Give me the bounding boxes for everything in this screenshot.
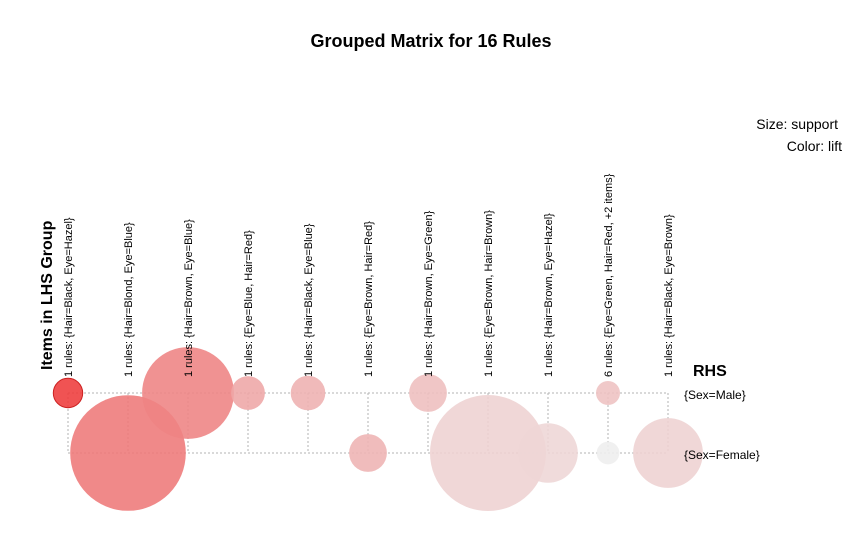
- lhs-group-label: 1 rules: {Eye=Brown, Hair=Red}: [363, 221, 375, 377]
- lhs-group-label: 6 rules: {Eye=Green, Hair=Red, +2 items}: [603, 173, 615, 377]
- lhs-group-labels: 1 rules: {Hair=Black, Eye=Hazel} 1 rules:…: [63, 173, 675, 377]
- rule-bubble: [231, 376, 265, 410]
- rhs-item-label: {Sex=Male}: [684, 388, 746, 402]
- lhs-group-label: 1 rules: {Hair=Black, Eye=Blue}: [303, 223, 315, 377]
- rule-bubble: [349, 434, 387, 472]
- rule-bubble: [430, 395, 546, 511]
- rhs-labels: {Sex=Male} {Sex=Female}: [684, 388, 760, 462]
- chart-title: Grouped Matrix for 16 Rules: [310, 31, 551, 51]
- rule-bubble: [518, 423, 578, 483]
- lhs-group-label: 1 rules: {Hair=Brown, Eye=Blue}: [183, 219, 195, 377]
- rhs-axis-label: RHS: [693, 363, 727, 380]
- legend-color-text: Color: lift: [787, 138, 842, 154]
- rhs-item-label: {Sex=Female}: [684, 448, 760, 462]
- rule-bubble: [142, 347, 234, 439]
- lhs-group-label: 1 rules: {Hair=Brown, Eye=Hazel}: [543, 213, 555, 377]
- lhs-group-label: 1 rules: {Eye=Brown, Hair=Brown}: [483, 210, 495, 377]
- rule-bubble: [52, 377, 84, 409]
- lhs-group-label: 1 rules: {Hair=Black, Eye=Brown}: [663, 214, 675, 377]
- rule-bubble: [633, 418, 703, 488]
- lhs-group-label: 1 rules: {Hair=Brown, Eye=Green}: [423, 210, 435, 377]
- lhs-group-label: 1 rules: {Hair=Blond, Eye=Blue}: [123, 222, 135, 377]
- bubbles: [52, 347, 703, 511]
- lhs-group-label: 1 rules: {Eye=Blue, Hair=Red}: [243, 230, 255, 377]
- lhs-group-label: 1 rules: {Hair=Black, Eye=Hazel}: [63, 217, 75, 377]
- rule-bubble: [596, 441, 620, 465]
- rule-bubble: [409, 374, 447, 412]
- lhs-axis-label: Items in LHS Group: [39, 220, 56, 370]
- rule-bubble: [596, 381, 620, 405]
- legend-size-text: Size: support: [756, 116, 838, 132]
- rule-bubble: [290, 375, 326, 411]
